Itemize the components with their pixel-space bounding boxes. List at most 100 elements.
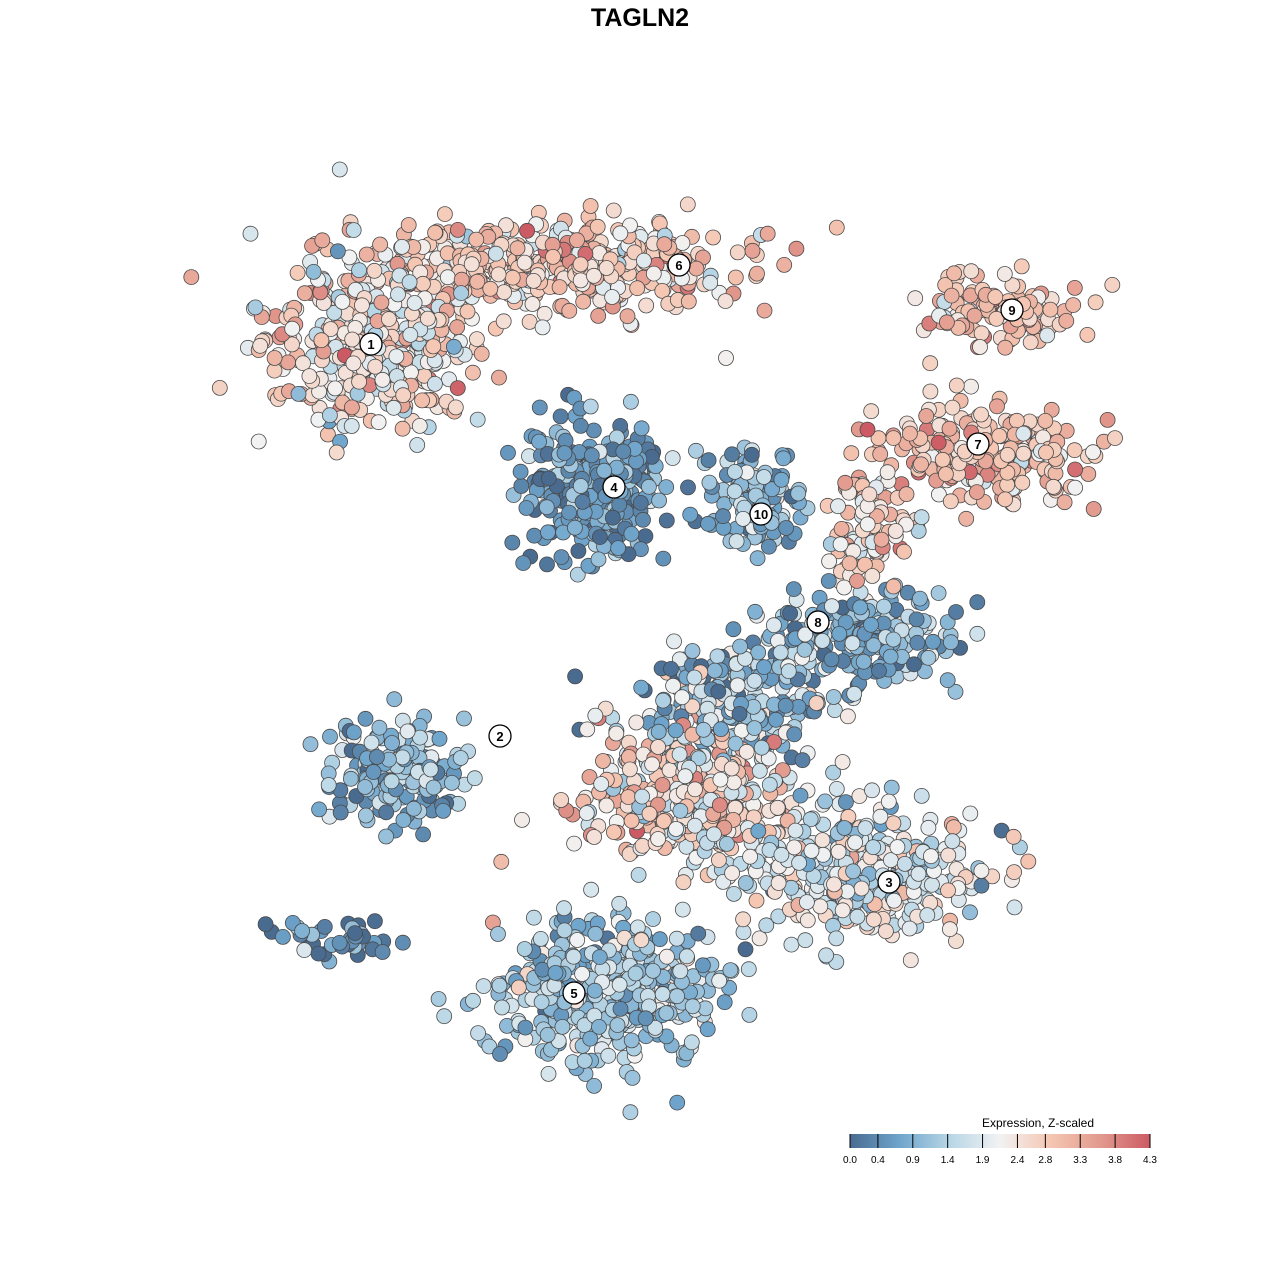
cell-point — [447, 399, 464, 416]
cell-point — [1099, 411, 1116, 428]
cell-point — [518, 500, 535, 516]
cell-point — [695, 721, 712, 738]
cell-point — [700, 515, 716, 532]
cell-point — [1066, 279, 1083, 296]
cell-point — [623, 812, 640, 829]
cell-point — [331, 161, 348, 178]
cell-point — [280, 354, 297, 371]
cell-point — [650, 831, 666, 847]
cell-point — [512, 463, 529, 480]
cell-point — [717, 293, 734, 310]
cell-point — [1058, 312, 1075, 329]
cell-point — [1039, 327, 1056, 344]
cell-point — [962, 805, 979, 822]
cell-point — [782, 605, 798, 622]
cell-point — [785, 581, 802, 597]
cell-point — [445, 338, 462, 355]
cell-point — [729, 677, 746, 694]
cell-point — [1066, 442, 1083, 459]
cell-point — [449, 319, 466, 336]
cell-point — [574, 966, 590, 982]
cell-point — [756, 302, 773, 319]
cell-point — [750, 644, 767, 661]
cell-point — [343, 399, 360, 416]
cell-point — [716, 994, 733, 1011]
cell-point — [973, 406, 989, 423]
cell-point — [366, 262, 383, 279]
chart-title: TAGLN2 — [590, 4, 690, 32]
cluster-label-text: 1 — [367, 337, 374, 352]
cell-point — [473, 345, 490, 362]
cell-point — [645, 265, 662, 282]
cell-point — [372, 236, 389, 253]
cell-point — [944, 833, 961, 850]
cell-point — [305, 263, 322, 280]
cell-point — [630, 867, 647, 883]
cell-point — [492, 1046, 508, 1062]
cell-point — [380, 311, 397, 328]
cell-point — [989, 398, 1005, 415]
cell-point — [883, 779, 900, 796]
cell-point — [668, 930, 685, 947]
cell-point — [453, 271, 470, 288]
cell-point — [909, 634, 926, 651]
cell-point — [906, 656, 922, 673]
cell-point — [395, 812, 412, 828]
cell-point — [709, 648, 726, 665]
cell-point — [531, 433, 547, 450]
cell-point — [624, 1070, 641, 1086]
cell-point — [723, 760, 740, 777]
cell-point — [632, 494, 649, 511]
cell-point — [669, 988, 685, 1005]
cell-point — [864, 782, 880, 799]
cell-point — [898, 486, 915, 503]
cell-point — [466, 770, 483, 787]
cell-point — [777, 697, 794, 714]
cell-point — [788, 240, 805, 257]
cell-point — [395, 387, 412, 404]
cell-point — [948, 377, 965, 394]
cell-point — [572, 272, 589, 289]
cell-point — [828, 219, 845, 236]
cell-point — [726, 774, 742, 791]
cell-point — [786, 726, 803, 743]
cell-point — [609, 1017, 626, 1033]
cell-point — [705, 229, 721, 246]
cell-point — [855, 653, 872, 670]
cell-point — [605, 202, 622, 219]
cell-point — [880, 793, 897, 810]
cell-point — [808, 695, 825, 711]
cell-point — [725, 621, 742, 638]
cell-point — [701, 474, 718, 491]
cell-point — [595, 753, 611, 769]
cell-point — [999, 446, 1016, 463]
cell-point — [729, 244, 746, 261]
cell-point — [939, 314, 955, 331]
cell-point — [871, 662, 887, 679]
cell-point — [834, 902, 851, 919]
cell-point — [578, 805, 595, 821]
cell-point — [731, 706, 748, 722]
cell-point — [1013, 258, 1030, 275]
cell-point — [687, 781, 703, 798]
cell-point — [344, 331, 361, 348]
cluster-label-6: 6 — [667, 253, 691, 277]
cell-point — [938, 466, 954, 483]
cluster-label-text: 8 — [814, 615, 821, 630]
cluster-label-1: 1 — [359, 332, 383, 356]
cell-point — [314, 232, 331, 249]
cell-point — [654, 986, 671, 1002]
cell-point — [498, 217, 514, 234]
cell-point — [876, 598, 892, 615]
cell-point — [598, 797, 615, 814]
cell-point — [449, 221, 466, 238]
cell-point — [531, 399, 548, 416]
cluster-label-9: 9 — [1000, 298, 1024, 322]
cell-point — [327, 380, 344, 397]
cell-point — [405, 800, 422, 817]
legend-tick-label: 3.8 — [1108, 1155, 1122, 1166]
cell-point — [684, 998, 701, 1015]
cell-point — [426, 375, 443, 392]
cell-point — [526, 527, 543, 544]
cell-point — [821, 553, 837, 570]
